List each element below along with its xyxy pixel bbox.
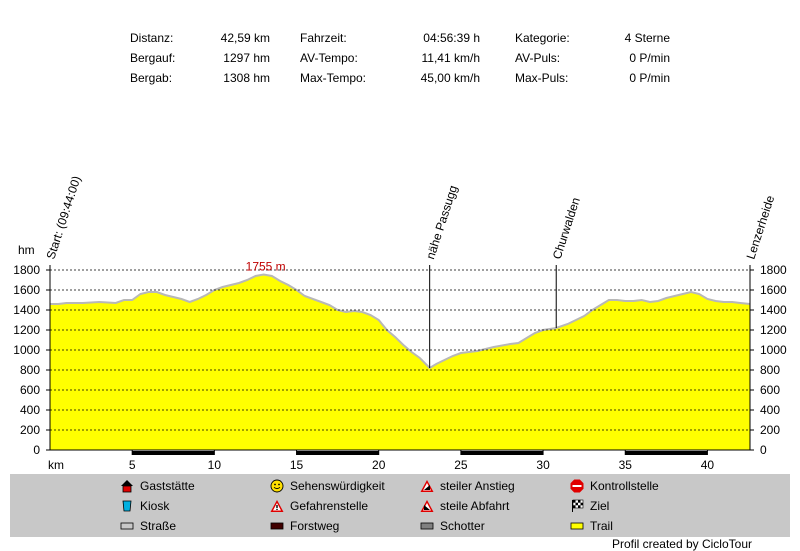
y-tick-label-right: 0 [760,443,767,457]
y-tick-label-left: 800 [20,363,40,377]
stat-value-max-pulse: 0 P/min [629,71,670,85]
forest-road-swatch-icon [270,522,284,530]
waypoint-label: nähe Passugg [423,184,460,261]
elevation-area [50,274,750,450]
stat-label-time: Fahrzeit: [300,31,347,45]
y-tick-label-left: 1200 [13,323,40,337]
stat-value-max-speed: 45,00 km/h [420,71,480,85]
x-tick-label: 35 [619,458,633,472]
stat-value-category: 4 Sterne [624,31,670,45]
stat-label-avg-speed: AV-Tempo: [300,51,358,65]
y-tick-label-left: 1800 [13,263,40,277]
elevation-line [50,273,751,370]
checkered-flag-icon [572,499,584,512]
y-tick-label-left: 1600 [13,283,40,297]
x-axis-label: km [48,458,64,472]
trail-swatch-icon [570,522,584,530]
legend-label: Trail [590,519,613,533]
x-tick-label: 10 [208,458,222,472]
legend-label: Ziel [590,499,610,513]
legend-label: steile Abfahrt [440,499,510,513]
y-tick-label-right: 400 [760,403,780,417]
waypoint-label: Start: (09:44:00) [44,174,84,261]
stat-label-distance: Distanz: [130,31,174,45]
stat-value-avg-pulse: 0 P/min [629,51,670,65]
legend-label: Gefahrenstelle [290,499,369,513]
stat-value-avg-speed: 11,41 km/h [421,51,480,65]
y-tick-label-left: 200 [20,423,40,437]
stat-label-descent: Bergab: [130,71,173,85]
x-tick-label: 15 [290,458,304,472]
stat-value-distance: 42,59 km [220,31,270,45]
y-tick-label-right: 800 [760,363,780,377]
y-tick-label-left: 1400 [13,303,40,317]
legend-label: Forstweg [290,519,340,533]
stop-icon [570,479,584,493]
y-tick-label-left: 600 [20,383,40,397]
credit-text: Profil created by CicloTour [611,537,752,551]
road-swatch-icon [120,522,134,530]
y-tick-label-right: 1200 [760,323,787,337]
surface-segment [296,451,379,455]
stat-label-category: Kategorie: [515,31,570,45]
tour-stats: Distanz: 42,59 km Bergauf: 1297 hm Berga… [0,28,800,92]
y-tick-label-right: 1800 [760,263,787,277]
waypoint-label: Lenzerheide [744,193,778,260]
legend-label: Schotter [440,519,485,533]
warning-down-icon [420,500,434,512]
legend-label: Gaststätte [140,479,195,493]
stat-value-time: 04:56:39 h [423,31,480,45]
y-tick-label-right: 200 [760,423,780,437]
warning-up-icon [420,480,434,492]
warning-icon [270,500,284,512]
max-elevation-label: 1755 m [246,260,286,274]
legend-label: steiler Anstieg [440,479,515,493]
elevation-profile-chart: 0 0 200 200 400 400 600 600 800 800 1000 1000 1200 12… [13,174,787,472]
gravel-swatch-icon [420,522,434,530]
legend-label: Straße [140,519,177,533]
house-icon [121,480,133,493]
y-tick-label-right: 1000 [760,343,787,357]
stat-label-max-speed: Max-Tempo: [300,71,367,85]
surface-segment [625,451,708,455]
stat-label-max-pulse: Max-Puls: [515,71,569,85]
y-tick-label-right: 600 [760,383,780,397]
y-tick-label-left: 400 [20,403,40,417]
y-tick-label-left: 1000 [13,343,40,357]
legend-label: Kontrollstelle [590,479,659,493]
y-tick-label-left: 0 [33,443,40,457]
x-tick-label: 25 [454,458,468,472]
legend-label: Sehenswürdigkeit [290,479,385,493]
y-axis-label: hm [18,243,35,257]
surface-segment [460,451,544,455]
legend-label: Kiosk [140,499,170,513]
stat-value-climb: 1297 hm [223,51,270,65]
y-tick-label-right: 1400 [760,303,787,317]
x-tick-label: 20 [372,458,386,472]
stat-label-avg-pulse: AV-Puls: [515,51,561,65]
stat-label-climb: Bergauf: [130,51,176,65]
y-tick-label-right: 1600 [760,283,787,297]
legend: Gaststätte Sehenswürdigkeit steiler Anst… [10,474,790,537]
waypoint-label: Churwalden [550,196,583,261]
stat-value-descent: 1308 hm [223,71,270,85]
cup-icon [122,500,132,512]
x-tick-label: 30 [536,458,550,472]
x-tick-label: 5 [129,458,136,472]
x-tick-label: 40 [701,458,715,472]
smiley-icon [270,479,284,493]
surface-segment [132,451,215,455]
